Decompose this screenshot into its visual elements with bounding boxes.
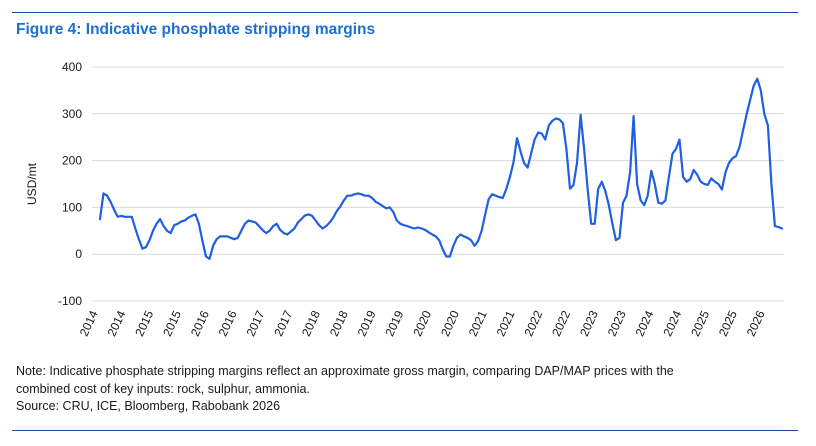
y-tick-label: 0 <box>75 247 82 261</box>
x-tick-label: 2018 <box>327 308 351 338</box>
series-line <box>98 77 784 260</box>
x-tick-label: 2020 <box>410 308 434 338</box>
x-tick-label: 2024 <box>633 308 657 338</box>
figure-title: Figure 4: Indicative phosphate stripping… <box>16 21 376 38</box>
y-tick-label: 100 <box>62 200 82 214</box>
x-tick-label: 2022 <box>549 308 573 338</box>
y-tick-label: 300 <box>62 107 82 121</box>
note-line-1: Note: Indicative phosphate stripping mar… <box>16 364 674 378</box>
x-tick-label: 2025 <box>716 308 740 338</box>
y-axis-label: USD/mt <box>25 162 39 205</box>
x-tick-label: 2022 <box>521 308 545 338</box>
y-tick-label: 200 <box>62 154 82 168</box>
bottom-rule <box>12 430 798 431</box>
x-tick-label: 2021 <box>466 308 490 338</box>
x-tick-label: 2016 <box>216 308 240 338</box>
x-tick-label: 2023 <box>577 308 601 338</box>
top-rule <box>12 12 798 13</box>
figure-notes: Note: Indicative phosphate stripping mar… <box>16 363 674 416</box>
x-axis-tick-labels: 2014 2014 2015 2015 2016 2016 2017 2017 2018 2018… <box>77 308 768 338</box>
x-tick-label: 2024 <box>660 308 684 338</box>
x-tick-label: 2020 <box>438 308 462 338</box>
y-axis-tick-labels: -100 0 100 200 300 400 <box>58 60 82 308</box>
y-tick-label: 400 <box>62 60 82 74</box>
x-tick-label: 2015 <box>160 308 184 338</box>
x-tick-label: 2019 <box>382 308 406 338</box>
x-tick-label: 2026 <box>744 308 768 338</box>
x-tick-label: 2017 <box>243 308 267 338</box>
x-tick-label: 2019 <box>355 308 379 338</box>
x-tick-label: 2025 <box>688 308 712 338</box>
x-tick-label: 2021 <box>494 308 518 338</box>
x-tick-label: 2014 <box>105 308 129 338</box>
gridlines <box>92 66 784 302</box>
x-tick-label: 2018 <box>299 308 323 338</box>
source-line: Source: CRU, ICE, Bloomberg, Rabobank 20… <box>16 399 281 413</box>
x-tick-label: 2017 <box>271 308 295 338</box>
x-tick-label: 2016 <box>188 308 212 338</box>
x-tick-label: 2015 <box>132 308 156 338</box>
note-line-2: combined cost of key inputs: rock, sulph… <box>16 381 310 396</box>
x-tick-label: 2014 <box>77 308 101 338</box>
y-tick-label: -100 <box>58 294 82 308</box>
x-tick-label: 2023 <box>605 308 629 338</box>
